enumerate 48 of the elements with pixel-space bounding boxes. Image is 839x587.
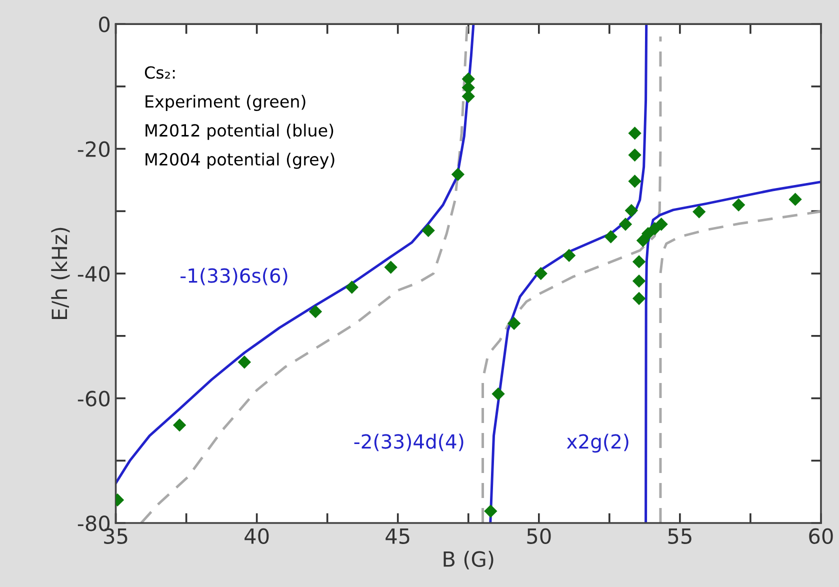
y-tick-label: -60 [78, 390, 110, 406]
point [562, 248, 576, 262]
x-tick-label: 60 [809, 528, 833, 544]
point [238, 356, 251, 369]
point [451, 168, 465, 181]
point [632, 292, 646, 306]
annotation: -2(33)4d(4) [354, 434, 464, 452]
y-axis-title: E/h (kHz) [51, 228, 70, 319]
point [308, 305, 322, 318]
annotation: M2012 potential (blue) [146, 124, 334, 140]
point [788, 192, 802, 206]
point [534, 266, 548, 280]
annotation: Experiment (green) [146, 94, 306, 111]
annotation: M2004 potential (grey) [146, 152, 334, 169]
point [484, 504, 498, 518]
line-series [116, 24, 475, 484]
annotation: -1(33)6s(6) [180, 268, 288, 286]
point [604, 230, 618, 244]
y-tick-label: 0 [99, 16, 110, 32]
point [628, 126, 642, 140]
point [384, 260, 398, 274]
point [492, 387, 505, 400]
point [345, 280, 358, 294]
x-tick-label: 55 [668, 528, 692, 544]
annotation: x2g(2) [566, 434, 628, 453]
point [422, 224, 435, 238]
point [618, 218, 632, 231]
x-tick-label: 45 [386, 528, 410, 544]
point [632, 255, 646, 268]
x-axis-title: B (G) [444, 550, 494, 570]
line-series [659, 210, 821, 524]
line-series [140, 24, 468, 524]
point [507, 316, 521, 330]
point [628, 174, 642, 188]
point [624, 204, 638, 218]
x-tick-label: 50 [527, 528, 551, 544]
point [636, 234, 650, 248]
point [628, 148, 642, 162]
point [654, 218, 668, 231]
annotation: Cs₂: [144, 66, 175, 79]
y-tick-label: -20 [78, 141, 110, 158]
point [172, 418, 186, 432]
point [732, 198, 746, 212]
point [641, 227, 655, 240]
point [692, 205, 706, 218]
y-tick-label: -40 [78, 266, 110, 282]
point [632, 274, 646, 288]
x-tick-label: 40 [244, 528, 269, 544]
